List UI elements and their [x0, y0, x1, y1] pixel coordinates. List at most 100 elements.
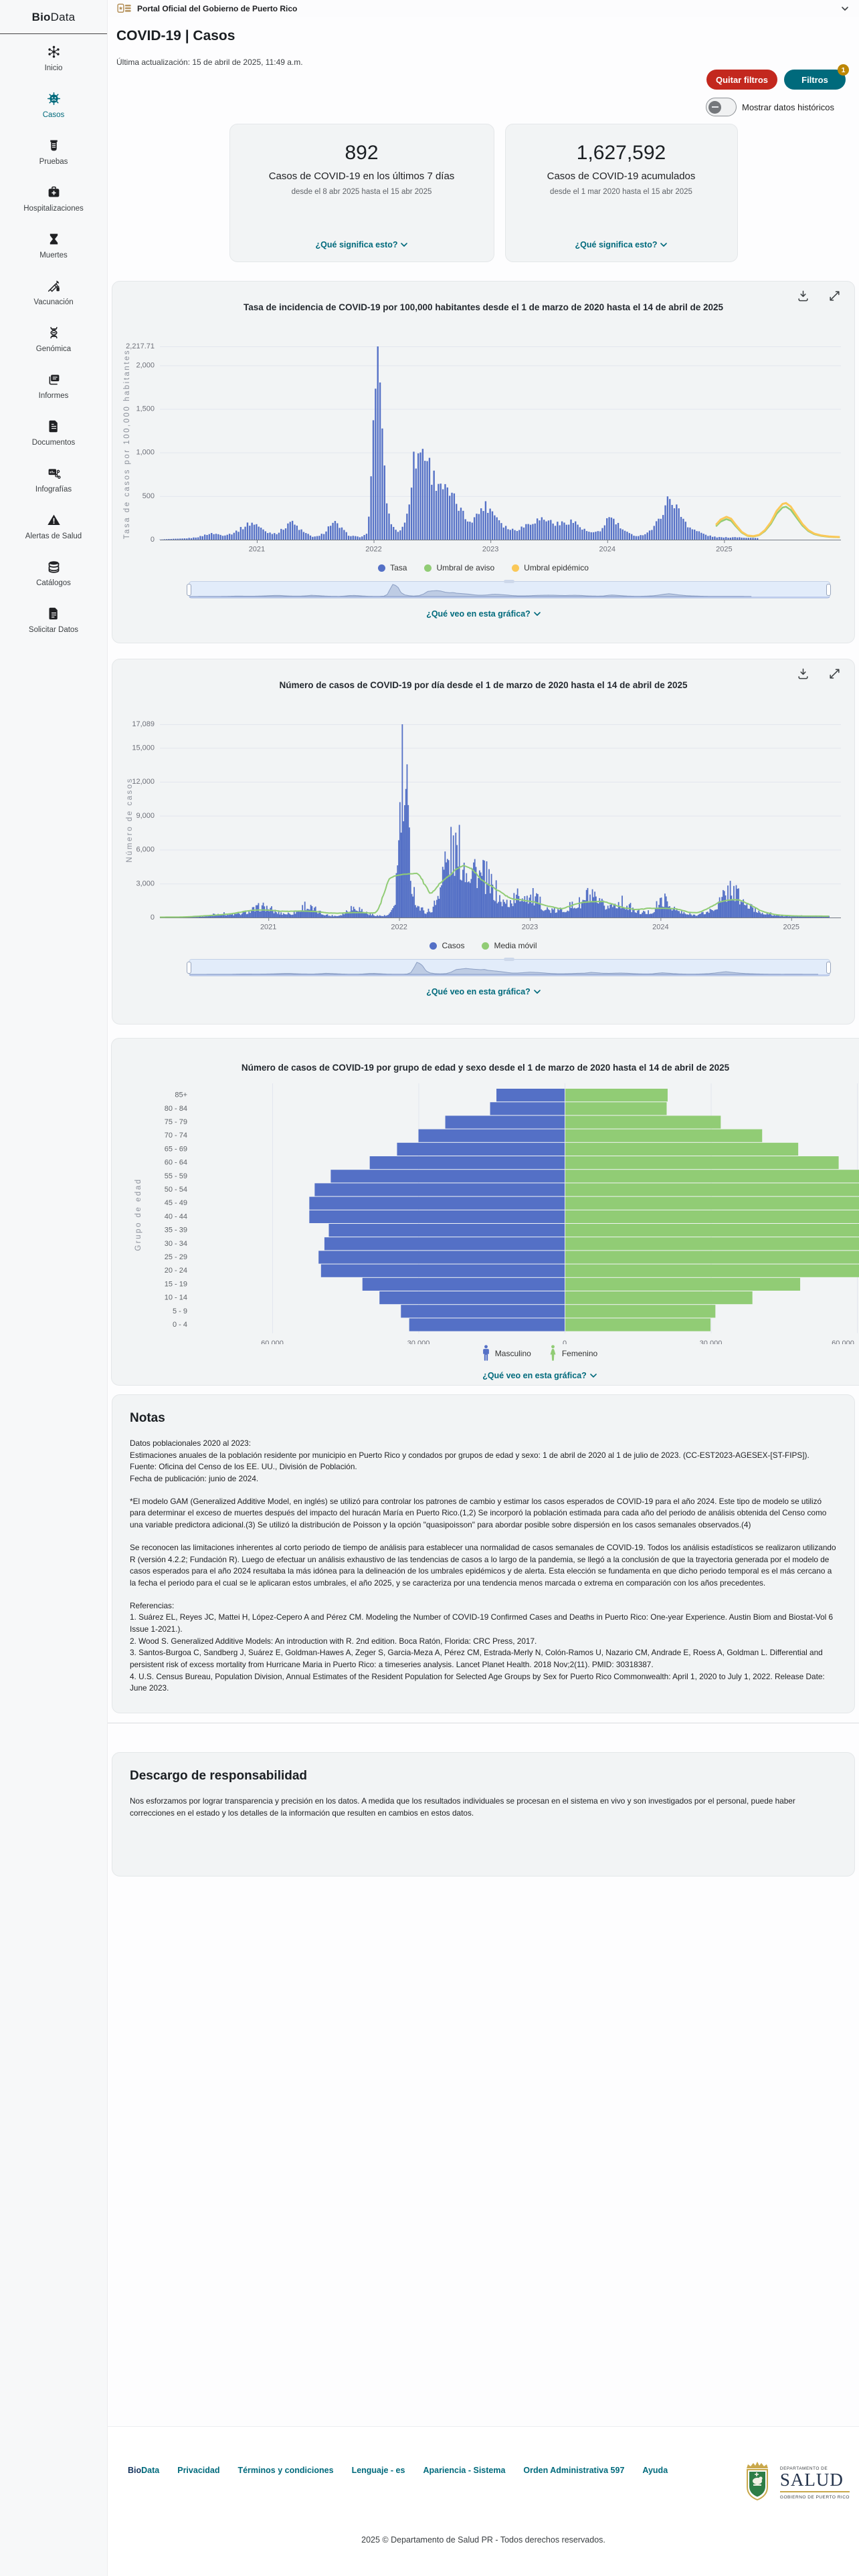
- sidebar-nav: Inicio Casos Pruebas Hospitalizaciones Muert…: [0, 34, 107, 653]
- range-slider-right-handle[interactable]: [826, 962, 831, 974]
- banner-text: Portal Oficial del Gobierno de Puerto Ri…: [137, 3, 298, 13]
- footer-link-t-rminos-y-condiciones[interactable]: Términos y condiciones: [237, 2466, 334, 2475]
- footer-link-ayuda[interactable]: Ayuda: [642, 2466, 668, 2475]
- what-does-this-mean-link[interactable]: ¿Qué significa esto?: [244, 240, 480, 249]
- incidence-rate-chart-card: Tasa de incidencia de COVID-19 por 100,0…: [112, 281, 855, 643]
- legend-marker-icon: [378, 564, 386, 572]
- what-do-i-see-label: ¿Qué veo en esta gráfica?: [482, 1371, 587, 1380]
- sidebar-item-gen-mica[interactable]: Genómica: [3, 326, 104, 353]
- app-logo[interactable]: BioData: [0, 0, 107, 24]
- note-gap: [130, 1531, 837, 1542]
- range-slider-grip[interactable]: [503, 580, 514, 583]
- woman-icon: [549, 1345, 557, 1362]
- sidebar-item-label: Hospitalizaciones: [23, 205, 84, 213]
- man-icon: [482, 1345, 490, 1362]
- document-icon: [47, 419, 61, 437]
- daily-cases-chart-card: Número de casos de COVID-19 por día desd…: [112, 659, 855, 1025]
- note-line: Datos poblacionales 2020 al 2023:: [130, 1438, 252, 1448]
- sidebar-item-inicio[interactable]: Inicio: [3, 45, 104, 72]
- what-do-i-see-link[interactable]: ¿Qué veo en esta gráfica?: [112, 987, 854, 996]
- sidebar-item-solicitar-datos[interactable]: Solicitar Datos: [3, 607, 104, 634]
- footer-link-orden-administrativa-597[interactable]: Orden Administrativa 597: [523, 2466, 625, 2475]
- sidebar-item-informes[interactable]: Informes: [3, 372, 104, 400]
- range-slider-left-handle[interactable]: [187, 962, 191, 974]
- virus-icon: [47, 92, 61, 109]
- stat-label: Casos de COVID-19 en los últimos 7 días: [268, 171, 455, 182]
- footer-link-lenguaje-es[interactable]: Lenguaje - es: [351, 2466, 405, 2475]
- sidebar-item-casos[interactable]: Casos: [3, 92, 104, 119]
- chart-range-slider[interactable]: [187, 580, 831, 599]
- sidebar-item-label: Solicitar Datos: [28, 626, 79, 634]
- note-line: Referencias:: [130, 1600, 175, 1610]
- disclaimer-heading: Descargo de responsabilidad: [130, 1769, 308, 1783]
- sidebar-item-vacunaci-n[interactable]: Vacunación: [3, 279, 104, 306]
- what-do-i-see-link[interactable]: ¿Qué veo en esta gráfica?: [112, 1371, 859, 1380]
- footer: BioData Privacidad Términos y condiciones L…: [108, 2426, 859, 2576]
- banner-collapse-chevron-icon[interactable]: [840, 4, 850, 13]
- health-seal-crest-icon: [746, 2462, 768, 2501]
- remove-filters-button[interactable]: Quitar filtros: [706, 70, 777, 90]
- seal-government-label: GOBIERNO DE PUERTO RICO: [779, 2495, 850, 2500]
- footer-link-privacidad[interactable]: Privacidad: [177, 2466, 220, 2475]
- medkit-plus-icon: [47, 185, 61, 203]
- legend-label: Masculino: [494, 1349, 531, 1358]
- range-slider-grip[interactable]: [503, 958, 514, 961]
- range-slider-right-handle[interactable]: [826, 584, 831, 596]
- what-do-i-see-link[interactable]: ¿Qué veo en esta gráfica?: [112, 609, 854, 619]
- sidebar-item-hospitalizaciones[interactable]: Hospitalizaciones: [3, 185, 104, 213]
- chart-legend: Tasa Umbral de aviso Umbral epidémico: [112, 561, 854, 574]
- range-slider-left-handle[interactable]: [187, 584, 191, 596]
- legend-item-umbral-de-aviso[interactable]: Umbral de aviso: [424, 563, 494, 572]
- legend-item-femenino[interactable]: Femenino: [549, 1345, 597, 1362]
- chart-title: Tasa de incidencia de COVID-19 por 100,0…: [243, 302, 724, 312]
- footer-links: BioData Privacidad Términos y condiciones L…: [128, 2466, 668, 2475]
- chart-range-slider[interactable]: [187, 958, 831, 976]
- note-line: *El modelo GAM (Generalized Additive Mod…: [130, 1496, 827, 1530]
- sidebar-item-pruebas[interactable]: Pruebas: [3, 138, 104, 166]
- legend-label: Casos: [442, 941, 465, 950]
- sidebar-item-cat-logos[interactable]: Catálogos: [3, 560, 104, 587]
- filters-count-badge: 1: [838, 64, 849, 76]
- expand-chart-icon[interactable]: [828, 290, 841, 306]
- historical-data-toggle[interactable]: [706, 98, 737, 116]
- note-line: 1. Suárez EL, Reyes JC, Mattei H, López-…: [130, 1612, 834, 1634]
- stat-label: Casos de COVID-19 acumulados: [547, 171, 696, 182]
- sidebar-item-label: Muertes: [39, 251, 68, 259]
- seal-text: DEPARTAMENTO DE SALUD GOBIERNO DE PUERTO…: [779, 2466, 850, 2500]
- sidebar-item-label: Vacunación: [33, 298, 74, 306]
- download-chart-icon[interactable]: [797, 667, 809, 683]
- legend-label: Umbral epidémico: [524, 563, 589, 572]
- expand-chart-icon[interactable]: [828, 667, 841, 683]
- sidebar-item-label: Documentos: [31, 439, 76, 447]
- legend-item-masculino[interactable]: Masculino: [482, 1345, 531, 1362]
- download-chart-icon[interactable]: [797, 290, 809, 306]
- sidebar-item-label: Alertas de Salud: [25, 532, 82, 540]
- government-banner: Portal Oficial del Gobierno de Puerto Ri…: [108, 0, 859, 17]
- molecule-icon: [47, 45, 61, 62]
- legend-label: Femenino: [561, 1349, 598, 1358]
- sidebar-item-alertas-de-salud[interactable]: Alertas de Salud: [3, 513, 104, 540]
- app-logo-rest: Data: [50, 11, 76, 23]
- legend-item-umbral-epid-mico[interactable]: Umbral epidémico: [512, 563, 589, 572]
- filters-button[interactable]: Filtros: [784, 70, 846, 90]
- footer-link-apariencia-sistema[interactable]: Apariencia - Sistema: [423, 2466, 506, 2475]
- syringe-icon: [47, 279, 61, 296]
- chart-toolbar: [797, 290, 841, 306]
- sidebar-item-infograf-as[interactable]: Infografías: [3, 466, 104, 494]
- legend-item-tasa[interactable]: Tasa: [378, 563, 407, 572]
- note-gap: [130, 1590, 837, 1600]
- legend-item-media-m-vil[interactable]: Media móvil: [482, 941, 537, 950]
- y-axis-label: Grupo de edad: [134, 1178, 142, 1251]
- historical-toggle-label: Mostrar datos históricos: [742, 102, 834, 112]
- chart-legend: Casos Media móvil: [112, 939, 854, 952]
- seal-gold-rule: [779, 2491, 850, 2492]
- legend-item-casos[interactable]: Casos: [430, 941, 464, 950]
- page-title: COVID-19 | Casos: [116, 28, 235, 43]
- what-does-this-mean-link[interactable]: ¿Qué significa esto?: [519, 240, 724, 249]
- specimen-cup-icon: [47, 138, 61, 156]
- sidebar-item-documentos[interactable]: Documentos: [3, 419, 104, 447]
- sidebar-item-muertes[interactable]: Muertes: [3, 232, 104, 259]
- seal-salud-label: SALUD: [779, 2470, 844, 2490]
- footer-link-biodata[interactable]: BioData: [128, 2466, 160, 2475]
- disclaimer-card: Descargo de responsabilidad Nos esforzam…: [112, 1752, 855, 1876]
